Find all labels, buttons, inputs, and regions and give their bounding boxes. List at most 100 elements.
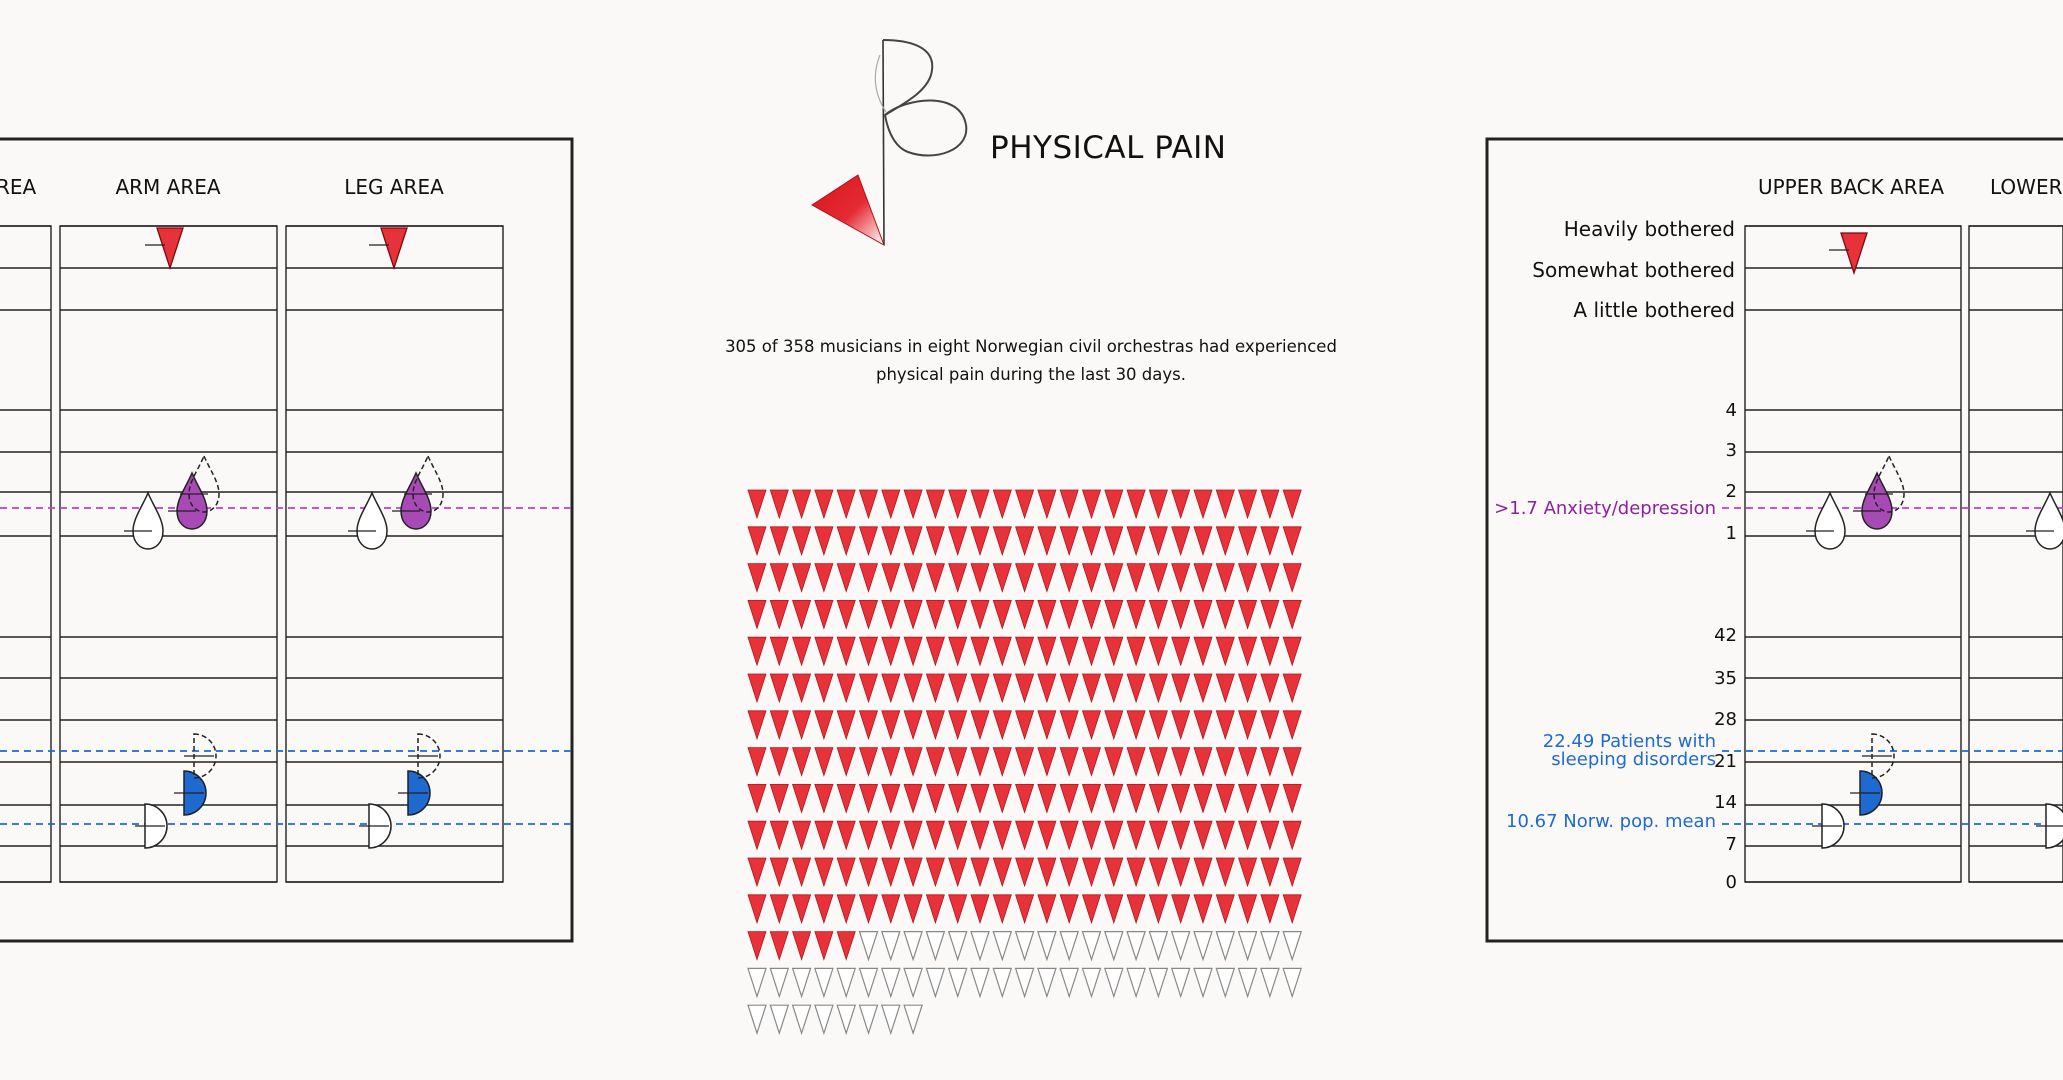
pictogram-musician-pain-icon	[814, 526, 834, 557]
intro-line-2: physical pain during the last 30 days.	[876, 365, 1186, 384]
pictogram-musician-pain-icon	[1059, 673, 1079, 704]
pictogram-musician-pain-icon	[1260, 784, 1280, 814]
pictogram-musician-pain-icon	[1215, 600, 1235, 630]
pictogram-musician-pain-icon	[881, 489, 901, 520]
severity-label-somewhat: Somewhat bothered	[1532, 258, 1735, 282]
pictogram-musician-pain-icon	[1148, 526, 1168, 557]
pictogram-musician-pain-icon	[1171, 820, 1191, 851]
pictogram-musician-pain-icon	[1171, 600, 1191, 630]
pictogram-musician-pain-icon	[1148, 747, 1168, 777]
pictogram-musician-no-pain-icon	[903, 967, 923, 999]
pictogram-musician-pain-icon	[1193, 600, 1213, 630]
pictogram-musician-pain-icon	[1148, 784, 1168, 814]
pictogram-musician-pain-icon	[881, 563, 901, 593]
pictogram-musician-pain-icon	[1193, 710, 1213, 741]
pictogram-musician-no-pain-icon	[1103, 967, 1124, 999]
pictogram-musician-pain-icon	[992, 894, 1012, 925]
pictogram-musician-pain-icon	[903, 747, 923, 777]
pictogram-musician-pain-icon	[1238, 600, 1258, 630]
pain-triangle-icon	[811, 174, 885, 247]
pictogram-musician-no-pain-icon	[747, 967, 767, 999]
pictogram-musician-pain-icon	[836, 820, 856, 851]
pictogram-musician-pain-icon	[1081, 673, 1102, 704]
pictogram-musician-pain-icon	[903, 526, 923, 557]
pictogram-musician-pain-icon	[1037, 489, 1057, 520]
pictogram-musician-pain-icon	[769, 636, 789, 667]
pictogram-musician-no-pain-icon	[1014, 967, 1035, 999]
pictogram-musician-pain-icon	[992, 710, 1012, 741]
pictogram-musician-pain-icon	[1215, 747, 1235, 777]
pictogram-musician-pain-icon	[1104, 894, 1124, 925]
center-section: PHYSICAL PAIN 305 of 358 musicians in ei…	[725, 39, 1337, 1036]
column-header-arm-area: ARM AREA	[115, 175, 220, 199]
pictogram-musician-pain-icon	[1081, 820, 1102, 851]
pictogram-musician-no-pain-icon	[992, 967, 1013, 999]
pictogram-musician-no-pain-icon	[992, 930, 1013, 962]
pictogram-musician-pain-icon	[1282, 636, 1302, 667]
pictogram-musician-pain-icon	[1148, 894, 1168, 925]
page-title: PHYSICAL PAIN	[990, 130, 1227, 166]
pictogram-musician-pain-icon	[1015, 820, 1035, 851]
pictogram-musician-pain-icon	[881, 526, 901, 557]
pictogram-musician-pain-icon	[1126, 857, 1146, 888]
pictogram-musician-pain-icon	[836, 563, 856, 593]
pictogram-musician-pain-icon	[1059, 563, 1079, 593]
pictogram-musician-no-pain-icon	[1059, 930, 1080, 962]
anxiety-drop-icon	[356, 491, 388, 550]
pictogram-musician-pain-icon	[1171, 710, 1191, 741]
pictogram-musician-pain-icon	[858, 526, 879, 557]
pictogram-musician-pain-icon	[1171, 673, 1191, 704]
pictogram-musician-pain-icon	[948, 894, 968, 925]
pain-level-triangle-icon	[156, 227, 184, 271]
anxiety-drop-icon	[412, 454, 444, 513]
pictogram-musician-no-pain-icon	[880, 930, 901, 962]
pictogram-musician-pain-icon	[881, 784, 901, 814]
pictogram-musician-pain-icon	[1215, 563, 1235, 593]
pictogram-musician-pain-icon	[747, 894, 767, 925]
pictogram-musician-no-pain-icon	[947, 967, 968, 999]
pictogram-musician-pain-icon	[1215, 857, 1235, 888]
pictogram-musician-pain-icon	[1037, 636, 1057, 667]
pictogram-musician-pain-icon	[836, 600, 856, 630]
pictogram-musician-pain-icon	[1059, 857, 1079, 888]
sleep-tick-35: 35	[1714, 668, 1737, 689]
pictogram-musician-pain-icon	[925, 600, 945, 630]
pictogram-musician-pain-icon	[1215, 710, 1235, 741]
pictogram-musician-pain-icon	[1015, 673, 1035, 704]
pictogram-musician-pain-icon	[1260, 820, 1280, 851]
column-header-lower-back-area: LOWER B	[1990, 175, 2063, 199]
column-header-upper-back-area: UPPER BACK AREA	[1758, 175, 1944, 199]
pictogram-musician-pain-icon	[814, 820, 834, 851]
pictogram-musician-pain-icon	[769, 600, 789, 630]
pictogram-musician-no-pain-icon	[814, 967, 834, 999]
right-marks	[1722, 232, 2063, 849]
pictogram-musician-pain-icon	[792, 673, 812, 704]
pictogram-musician-pain-icon	[836, 526, 856, 557]
pictogram-musician-pain-icon	[1171, 489, 1191, 520]
pictogram-musician-pain-icon	[948, 636, 968, 667]
lower-back-area-staff-box	[1968, 225, 2063, 883]
column-header-leg-area: LEG AREA	[344, 175, 444, 199]
pictogram-musician-pain-icon	[747, 673, 767, 704]
pictogram-musician-no-pain-icon	[814, 1004, 834, 1036]
pictogram-musician-pain-icon	[1238, 747, 1258, 777]
pain-level-triangle-icon	[380, 227, 408, 271]
anxiety-tick-1: 1	[1726, 523, 1737, 544]
pictogram-musician-pain-icon	[858, 489, 879, 520]
pictogram-musician-pain-icon	[836, 747, 856, 777]
pictogram-musician-pain-icon	[881, 636, 901, 667]
pictogram-musician-no-pain-icon	[769, 1004, 790, 1036]
pictogram-musician-pain-icon	[1193, 857, 1213, 888]
pictogram-musician-pain-icon	[1148, 563, 1168, 593]
pictogram-musician-no-pain-icon	[791, 967, 812, 999]
pictogram-musician-pain-icon	[1260, 673, 1280, 704]
sleep-tick-7: 7	[1726, 834, 1737, 855]
pictogram-musician-pain-icon	[1104, 600, 1124, 630]
pictogram-musician-no-pain-icon	[1237, 930, 1258, 962]
pictogram-musician-pain-icon	[747, 857, 767, 888]
pictogram-musician-pain-icon	[948, 747, 968, 777]
pictogram-musician-no-pain-icon	[1170, 967, 1191, 999]
pictogram-musician-pain-icon	[925, 784, 945, 814]
pictogram-musician-pain-icon	[1282, 894, 1302, 925]
pictogram-musician-pain-icon	[1081, 489, 1102, 520]
